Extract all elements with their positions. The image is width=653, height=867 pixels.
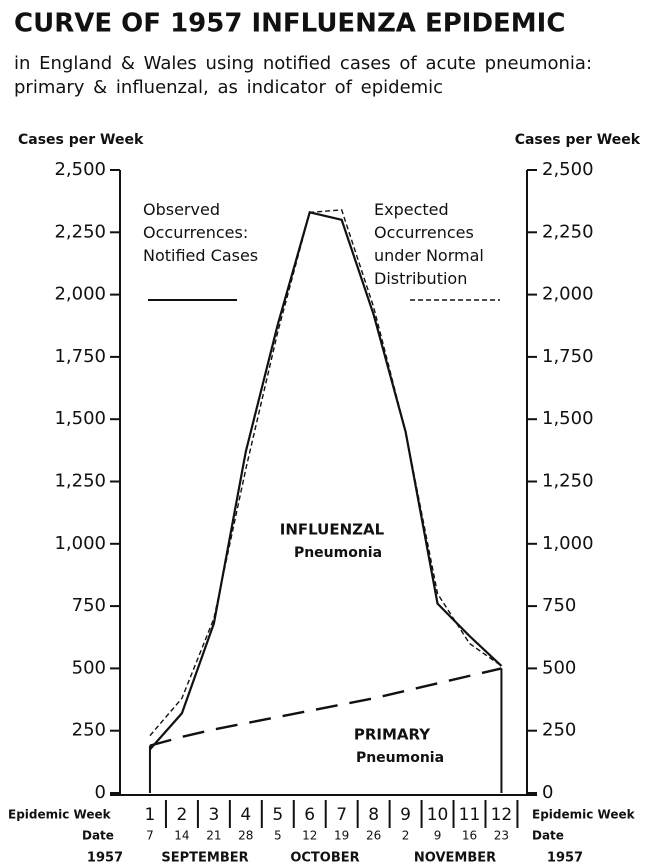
y-tick-label: 750: [72, 595, 106, 616]
series-line: [149, 667, 502, 747]
chart-subtitle: in England & Wales using notified cases …: [14, 53, 593, 98]
y-tick-label: 1,000: [54, 533, 106, 554]
x-tick-label: 1: [145, 805, 156, 825]
y-tick-label: 250: [72, 720, 106, 741]
x-tick-label: 6: [304, 805, 315, 825]
y-tick-label: 1,750: [54, 346, 106, 367]
date-tick-label: 9: [434, 829, 442, 843]
y-tick-label: 2,250: [54, 221, 106, 242]
legend-label: Expected Occurrences under Normal Distri…: [374, 200, 484, 288]
y-tick-label: 2,000: [54, 284, 106, 305]
y2-tick-label: 750: [542, 595, 576, 616]
year-label: 1957: [547, 851, 583, 866]
date-tick-label: 5: [274, 829, 282, 843]
x-tick-label: 11: [459, 805, 481, 825]
legend-label: Observed Occurrences: Notified Cases: [143, 200, 259, 265]
x-tick-label: 12: [491, 805, 513, 825]
y-tick-label: 1,250: [54, 471, 106, 492]
y-tick-label: 0: [95, 782, 106, 803]
y2-tick-label: 500: [542, 657, 576, 678]
y-tick-label: 2,500: [54, 159, 106, 180]
annotation: Pneumonia: [294, 545, 382, 561]
x-tick-label: 3: [208, 805, 219, 825]
month-label: OCTOBER: [290, 851, 359, 866]
x-axis-label: Epidemic Week: [8, 808, 112, 822]
date-tick-label: 2: [402, 829, 410, 843]
x-tick-label: 5: [272, 805, 283, 825]
x-tick-label: 2: [176, 805, 187, 825]
month-label: NOVEMBER: [414, 851, 496, 866]
annotation: PRIMARY: [354, 726, 431, 744]
y2-tick-label: 1,500: [542, 408, 594, 429]
date-tick-label: 12: [302, 829, 317, 843]
y-tick-label: 500: [72, 657, 106, 678]
date-tick-label: 28: [238, 829, 253, 843]
x-tick-label: 8: [368, 805, 379, 825]
date-tick-label: 14: [174, 829, 189, 843]
subtitle-box: in England & Wales using notified cases …: [14, 53, 593, 98]
legend-box: Observed Occurrences: Notified Cases: [143, 200, 259, 265]
series-line: [149, 211, 503, 751]
date-label-right: Date: [532, 829, 564, 843]
date-tick-label: 26: [366, 829, 381, 843]
y2-tick-label: 0: [542, 782, 553, 803]
y2-tick-label: 250: [542, 720, 576, 741]
x-tick-label: 4: [240, 805, 251, 825]
legend-box: Expected Occurrences under Normal Distri…: [374, 200, 484, 288]
y2-tick-label: 1,750: [542, 346, 594, 367]
date-tick-label: 19: [334, 829, 349, 843]
x-tick-label: 9: [400, 805, 411, 825]
x-tick-label: 7: [336, 805, 347, 825]
year-label: 1957: [87, 851, 123, 866]
chart-title: CURVE OF 1957 INFLUENZA EPIDEMIC: [14, 9, 565, 39]
date-tick-label: 16: [462, 829, 477, 843]
y2-tick-label: 1,000: [542, 533, 594, 554]
date-tick-label: 7: [146, 829, 154, 843]
date-tick-label: 23: [494, 829, 509, 843]
series-line: [149, 209, 502, 737]
y-tick-label: 1,500: [54, 408, 106, 429]
x-tick-label: 10: [427, 805, 449, 825]
y2-axis-label: Cases per Week: [515, 132, 641, 148]
date-tick-label: 21: [206, 829, 221, 843]
y2-tick-label: 2,000: [542, 284, 594, 305]
month-label: SEPTEMBER: [161, 851, 248, 866]
date-label: Date: [82, 829, 114, 843]
y2-tick-label: 2,500: [542, 159, 594, 180]
y2-tick-label: 2,250: [542, 221, 594, 242]
y2-tick-label: 1,250: [542, 471, 594, 492]
x-axis-label-right: Epidemic Week: [532, 808, 636, 822]
annotation: Pneumonia: [356, 750, 444, 766]
y-axis-label: Cases per Week: [18, 132, 144, 148]
annotation: INFLUENZAL: [280, 521, 385, 539]
